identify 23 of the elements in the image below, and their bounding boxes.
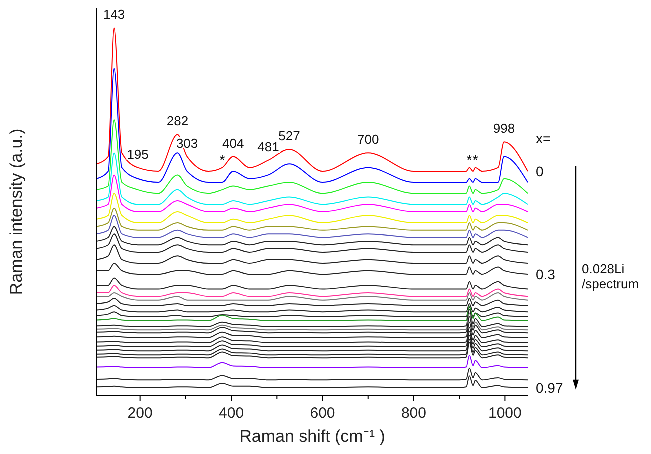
series-label: 0.97 bbox=[536, 380, 564, 396]
annotation: 404 bbox=[222, 136, 244, 151]
series-label: 0 bbox=[536, 164, 544, 180]
x-tick-label: 800 bbox=[401, 405, 426, 422]
annotation: 195 bbox=[127, 146, 149, 162]
x-tick-label: 1000 bbox=[488, 405, 522, 422]
x-tick-label: 600 bbox=[310, 405, 336, 422]
annotation: * bbox=[472, 152, 479, 168]
annotation: 282 bbox=[166, 114, 189, 129]
text: 0.028Li /spectrum bbox=[582, 262, 640, 292]
annotation: * bbox=[220, 152, 226, 168]
x-tick-label: 200 bbox=[128, 405, 153, 422]
annotation: * bbox=[466, 152, 473, 168]
text: x= bbox=[536, 130, 552, 147]
x-axis-title: Raman shift (cm⁻¹ ) bbox=[240, 427, 386, 446]
x-tick-label: 400 bbox=[219, 405, 244, 422]
annotation: 998 bbox=[493, 121, 516, 136]
annotation: 143 bbox=[103, 7, 126, 22]
y-axis-title: Raman intensity (a.u.) bbox=[7, 128, 26, 296]
series-label: 0.3 bbox=[536, 266, 556, 283]
annotation: 700 bbox=[358, 132, 380, 148]
annotation: 527 bbox=[278, 128, 300, 144]
annotation: 481 bbox=[258, 139, 280, 154]
